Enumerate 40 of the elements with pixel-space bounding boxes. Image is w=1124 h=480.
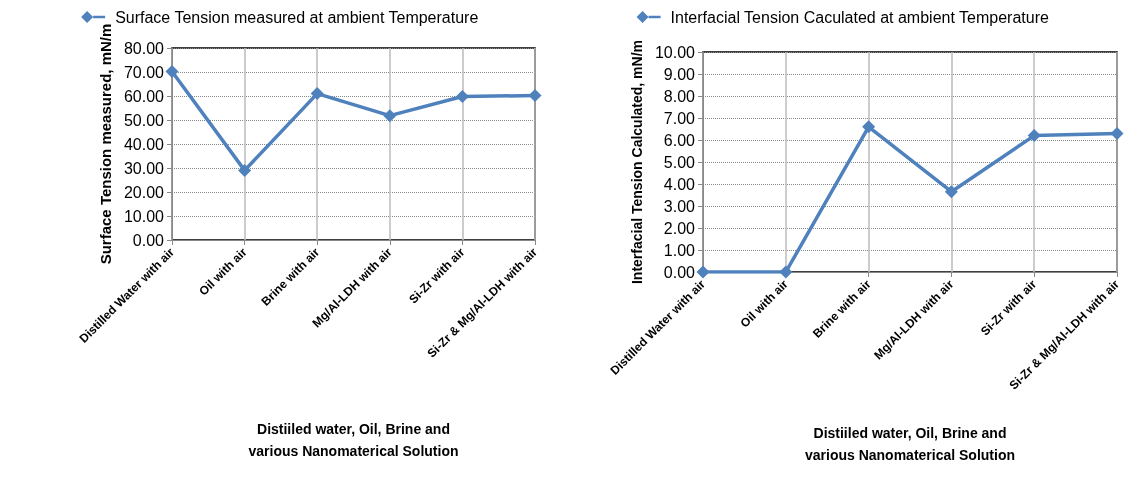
y-tick-label: 10.00 (654, 43, 696, 61)
y-tick-label: 0.00 (132, 231, 165, 249)
y-tick-label: 7.00 (663, 109, 696, 127)
x-axis-title: Distiiled water, Oil, Brine and various Nanomaterical Solution (804, 425, 1016, 463)
y-tick-label: 0.00 (663, 263, 696, 281)
y-tick-label: 30.00 (123, 159, 165, 177)
point (1110, 126, 1124, 140)
y-tick-label: 8.00 (663, 87, 696, 105)
y-tick-label: 6.00 (663, 131, 696, 149)
point (165, 65, 179, 79)
x-tick-label: Oil with air (737, 276, 791, 331)
y-tick-label: 50.00 (123, 111, 165, 129)
point (310, 87, 324, 101)
point (1027, 129, 1041, 143)
y-tick-label: 60.00 (123, 87, 165, 105)
y-tick-label: 2.00 (663, 219, 696, 237)
point (383, 109, 397, 123)
x-tick-label: Oil with air (196, 244, 250, 299)
point (862, 120, 876, 134)
point (455, 89, 469, 103)
y-axis-title: Surface Tension measured, mN/m (97, 23, 115, 265)
y-axis-title: Interfacial Tension Calculated, mN/m (629, 39, 646, 285)
y-tick-label: 80.00 (123, 39, 165, 57)
point (238, 163, 252, 177)
legend-label: Surface Tension measured at ambient Temperature (115, 8, 479, 26)
y-tick-label: 1.00 (663, 241, 696, 259)
point (779, 265, 793, 279)
point (528, 89, 542, 103)
point (696, 265, 710, 279)
y-tick-label: 3.00 (663, 197, 696, 215)
point (944, 185, 958, 199)
y-tick-label: 9.00 (663, 65, 696, 83)
x-axis-title: Distiiled water, Oil, Brine and various Nanomaterical Solution (248, 421, 459, 459)
y-tick-label: 40.00 (123, 135, 165, 153)
y-tick-label: 4.00 (663, 175, 696, 193)
y-tick-label: 20.00 (123, 183, 165, 201)
legend-label: Interfacial Tension Caculated at ambient Temperature (670, 8, 1049, 26)
y-tick-label: 70.00 (123, 63, 165, 81)
y-tick-label: 10.00 (123, 207, 165, 225)
y-tick-label: 5.00 (663, 153, 696, 171)
